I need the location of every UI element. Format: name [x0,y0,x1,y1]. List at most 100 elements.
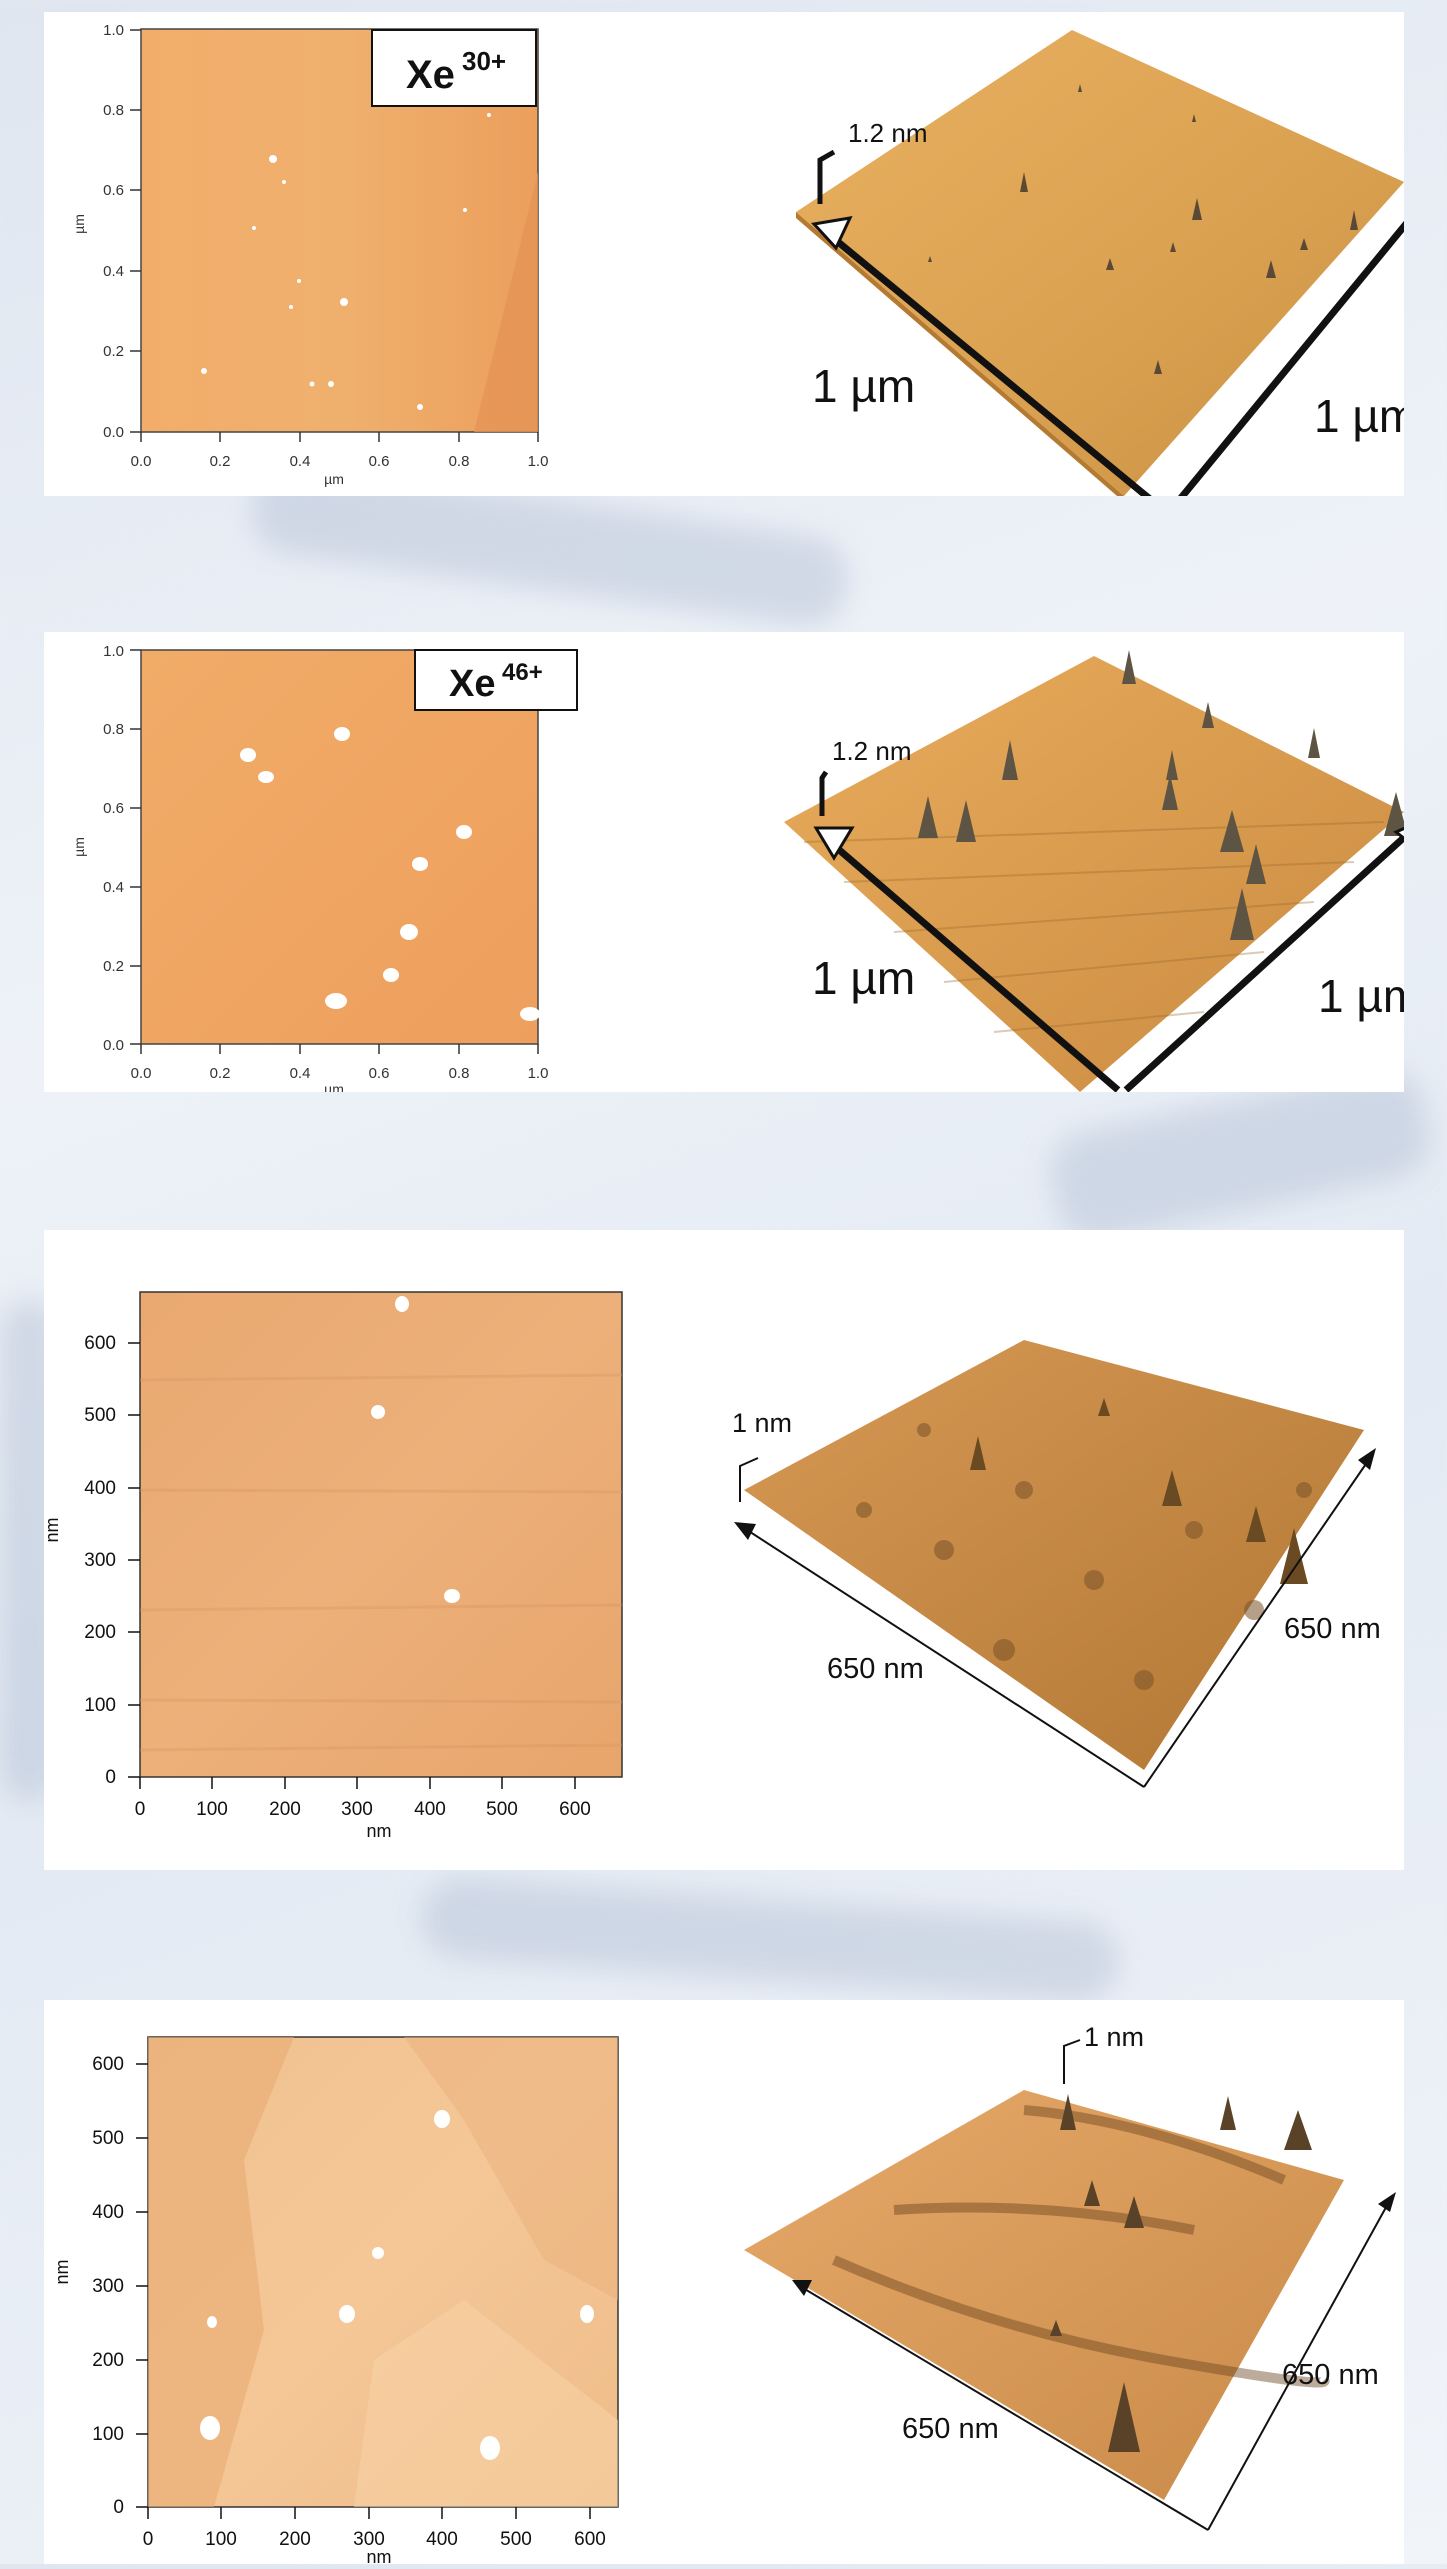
y-axis-unit: µm [71,214,87,234]
y-tick: 0.6 [103,182,124,199]
y-tick: 500 [92,2128,124,2149]
side-length-left: 1 µm [812,952,915,1004]
y-axis-unit: µm [71,837,87,857]
y-tick-labels: 0 100 200 300 400 500 600 [84,1333,116,1788]
x-tick: 600 [559,1799,591,1820]
x-tick: 0.0 [131,1065,152,1082]
panel-650nm-a: 0 100 200 300 400 500 600 0 100 200 30 [42,1230,1404,1870]
y-tick-labels: 0.0 0.2 0.4 0.6 0.8 1.0 [103,643,124,1054]
y-tick: 0 [113,2497,124,2518]
x-tick: 0.2 [210,1065,231,1082]
x-tick: 100 [205,2529,237,2550]
y-tick: 0.8 [103,721,124,738]
panel-xe46-figure: Xe 46+ 0.0 0.2 0.4 0.6 0.8 1.0 0.0 0.2 0… [71,643,1432,1097]
y-tick: 0.2 [103,958,124,975]
x-tick: 0.6 [369,453,390,470]
x-tick: 0.4 [290,1065,311,1082]
x-tick: 0.0 [131,453,152,470]
afm-map: 0 100 200 300 400 500 600 0 100 200 30 [52,2036,619,2567]
x-tick: 500 [486,1799,518,1820]
panel-650nm-b-figure: 0 100 200 300 400 500 600 0 100 200 30 [52,2022,1396,2567]
x-tick-labels: 0 100 200 300 400 500 600 [135,1799,591,1820]
y-tick: 0.0 [103,1037,124,1054]
y-tick: 0.6 [103,800,124,817]
y-axis-unit: nm [44,1517,62,1542]
x-axis-unit: nm [366,2547,391,2564]
ion-label-box [371,29,537,107]
y-tick: 100 [92,2424,124,2445]
height-scale-label: 1.2 nm [832,736,912,766]
x-tick: 600 [574,2529,606,2550]
side-length-left: 650 nm [902,2413,999,2445]
x-tick: 0.6 [369,1065,390,1082]
x-tick-labels: 0.0 0.2 0.4 0.6 0.8 1.0 [131,453,549,470]
y-tick: 600 [92,2054,124,2075]
x-tick: 1.0 [528,453,549,470]
x-axis-unit: µm [324,471,344,487]
side-length-right: 1 µm [1318,970,1404,1022]
ion-label: Xe [449,663,495,705]
ion-label-box [414,649,578,711]
y-tick: 600 [84,1333,116,1354]
side-length-left: 650 nm [827,1653,924,1685]
x-tick: 300 [353,2529,385,2550]
x-tick-labels: 0.0 0.2 0.4 0.6 0.8 1.0 [131,1065,549,1082]
x-tick: 400 [414,1799,446,1820]
x-tick: 0.8 [449,453,470,470]
y-tick-labels: 0.0 0.2 0.4 0.6 0.8 1.0 [103,22,124,441]
afm-map: 0 100 200 300 400 500 600 0 100 200 30 [42,1291,623,1841]
afm-3d-surface: 1.2 nm 1 µm 1 µm [784,650,1432,1093]
y-tick: 0.4 [103,263,124,280]
afm-map: Xe 46+ 0.0 0.2 0.4 0.6 0.8 1.0 0.0 0.2 0… [71,643,580,1097]
height-scale-label: 1 nm [732,1408,792,1438]
y-tick: 200 [84,1622,116,1643]
x-tick: 200 [269,1799,301,1820]
ion-label: Xe [406,53,455,97]
side-length-left: 1 µm [812,360,915,412]
y-tick: 500 [84,1405,116,1426]
x-tick: 0.2 [210,453,231,470]
y-tick: 1.0 [103,22,124,39]
panel-xe30: Xe 30+ 0.0 0.2 0.4 0.6 0.8 1.0 0.0 0.2 0… [44,12,1444,507]
ion-charge: 30+ [462,46,506,76]
x-tick: 0.8 [449,1065,470,1082]
x-axis-unit: nm [366,1821,391,1841]
y-tick: 100 [84,1695,116,1716]
y-tick: 0.4 [103,879,124,896]
y-tick: 0.0 [103,424,124,441]
y-tick: 0 [105,1767,116,1788]
side-length-right: 1 µm [1314,390,1404,442]
y-tick: 300 [92,2276,124,2297]
side-length-right: 650 nm [1284,1613,1381,1645]
y-tick: 400 [92,2202,124,2223]
y-tick: 0.2 [103,343,124,360]
afm-3d-surface: 1 nm 650 nm 650 nm [732,1340,1381,1788]
x-tick: 0 [135,1799,146,1820]
x-tick: 100 [196,1799,228,1820]
x-tick: 400 [426,2529,458,2550]
y-tick: 200 [92,2350,124,2371]
x-tick: 500 [500,2529,532,2550]
afm-3d-surface: 1 nm 650 nm 650 nm [744,2022,1396,2531]
panel-650nm-b: 0 100 200 300 400 500 600 0 100 200 30 [44,2000,1404,2567]
panel-xe46: Xe 46+ 0.0 0.2 0.4 0.6 0.8 1.0 0.0 0.2 0… [44,632,1432,1097]
x-tick: 1.0 [528,1065,549,1082]
panel-xe30-figure: Xe 30+ 0.0 0.2 0.4 0.6 0.8 1.0 0.0 0.2 0… [71,22,1444,507]
y-tick: 400 [84,1478,116,1499]
x-tick: 200 [279,2529,311,2550]
x-axis-unit: µm [324,1081,344,1092]
y-tick-labels: 0 100 200 300 400 500 600 [92,2054,124,2518]
afm-map: Xe 30+ 0.0 0.2 0.4 0.6 0.8 1.0 0.0 0.2 0… [71,22,548,487]
ion-charge: 46+ [502,659,543,686]
x-tick: 0 [143,2529,154,2550]
y-tick: 1.0 [103,643,124,660]
x-tick: 300 [341,1799,373,1820]
x-tick: 0.4 [290,453,311,470]
side-length-right: 650 nm [1282,2359,1379,2391]
y-tick: 0.8 [103,102,124,119]
y-tick: 300 [84,1550,116,1571]
afm-3d-surface: 1.2 nm 1 µm 1 µm [796,30,1444,507]
height-scale-label: 1.2 nm [848,118,928,148]
height-scale-label: 1 nm [1084,2022,1144,2052]
panel-650nm-a-figure: 0 100 200 300 400 500 600 0 100 200 30 [42,1291,1381,1841]
